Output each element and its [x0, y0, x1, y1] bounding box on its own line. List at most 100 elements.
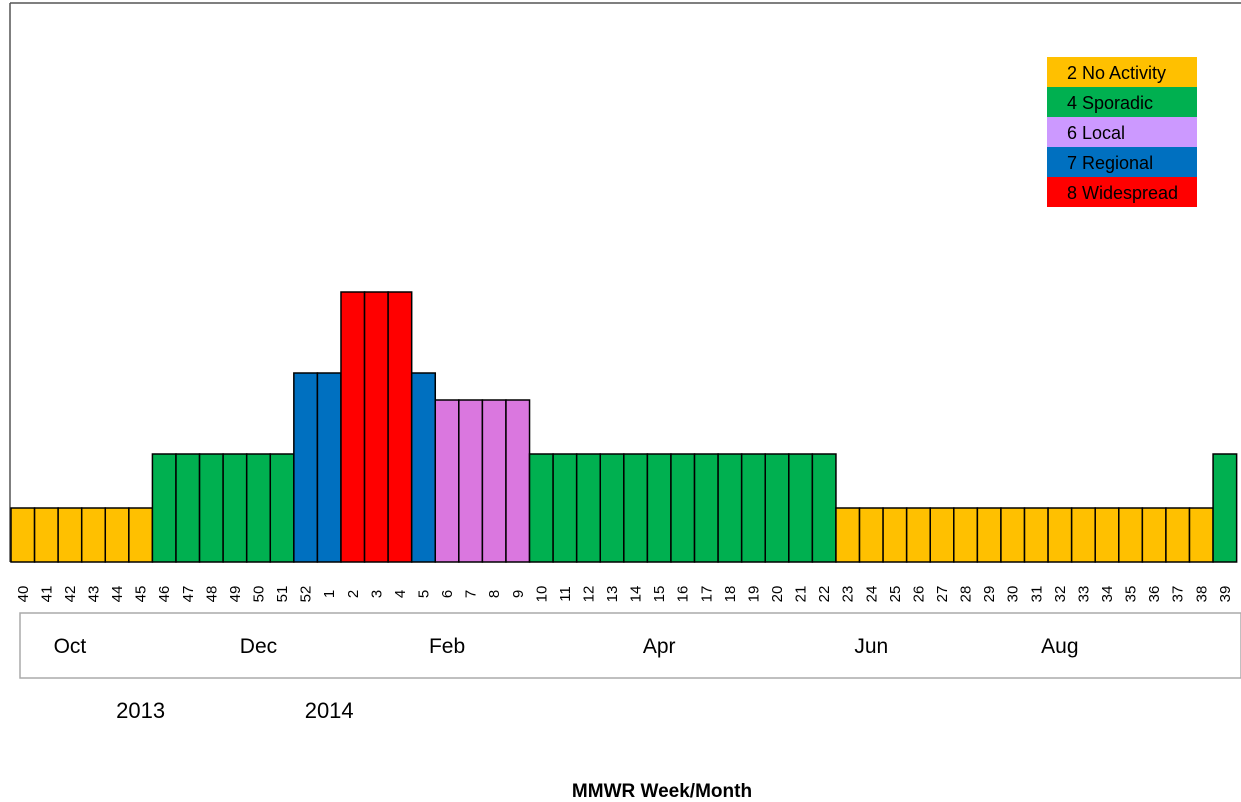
bar-week-35: [1118, 507, 1144, 563]
week-tick-label: 41: [38, 586, 55, 603]
year-label: 2014: [305, 698, 354, 723]
week-tick-label: 7: [463, 590, 480, 598]
week-tick-label: 33: [1075, 586, 1092, 603]
week-tick-label: 17: [698, 586, 715, 603]
week-tick-label: 12: [580, 586, 597, 603]
bar-week-20: [764, 453, 790, 563]
month-labels-group: Oct Dec Feb Apr Jun Aug: [54, 635, 1079, 658]
month-label: Oct: [54, 635, 87, 658]
week-tick-label: 40: [15, 586, 32, 603]
week-tick-label: 10: [533, 586, 550, 603]
bar-week-29: [976, 507, 1002, 563]
bar-week-8: [481, 399, 507, 563]
bar-week-33: [1070, 507, 1096, 563]
year-label: 2013: [116, 698, 165, 723]
bar-week-44: [104, 507, 130, 563]
bar-week-1: [316, 372, 342, 563]
bar-week-14: [623, 453, 649, 563]
bar-week-7: [458, 399, 484, 563]
bar-week-50: [245, 453, 272, 563]
week-tick-label: 19: [745, 586, 762, 603]
bar-week-25: [882, 507, 908, 563]
week-tick-label: 38: [1193, 586, 1210, 603]
bar-week-21: [788, 453, 814, 563]
legend-label: 6 Local: [1067, 123, 1125, 143]
bar-week-38: [1188, 507, 1214, 563]
week-tick-label: 31: [1028, 586, 1045, 603]
bar-week-16: [670, 453, 696, 563]
legend-swatch-level-8: [1047, 177, 1197, 207]
week-tick-label: 23: [840, 586, 857, 603]
bar-week-12: [575, 453, 601, 563]
bar-week-28: [953, 507, 979, 563]
bar-week-17: [693, 453, 719, 563]
week-tick-label: 43: [85, 586, 102, 603]
bar-week-10: [528, 453, 554, 563]
bar-week-11: [552, 453, 578, 563]
year-labels-group: 2013 2014: [116, 698, 354, 723]
week-tick-label: 46: [156, 586, 173, 603]
week-tick-label: 1: [321, 590, 338, 598]
week-tick-label: 2: [345, 590, 362, 598]
bar-week-19: [740, 453, 766, 563]
week-tick-label: 50: [250, 586, 267, 603]
legend-label: 2 No Activity: [1067, 63, 1166, 83]
week-tick-label: 3: [368, 590, 385, 598]
bar-week-3: [363, 291, 389, 563]
bar-week-26: [905, 507, 931, 563]
week-tick-label: 37: [1170, 586, 1187, 603]
bar-week-47: [175, 453, 201, 563]
legend-swatch-level-2: [1047, 57, 1197, 87]
legend-swatch-level-4: [1047, 87, 1197, 117]
week-tick-label: 20: [769, 586, 786, 603]
week-tick-label: 32: [1052, 586, 1069, 603]
week-ticks-group: 40 41 42 43 44 45 46 47 48 49 50 51 52 1 2 3 4 5 6 7 8 9 10 11 1…: [15, 586, 1234, 603]
bar-week-9: [505, 399, 531, 563]
bar-week-40: [10, 507, 36, 563]
bar-week-45: [128, 507, 154, 563]
bar-week-2: [340, 291, 366, 563]
week-tick-label: 44: [109, 586, 126, 603]
month-label: Aug: [1041, 635, 1078, 658]
week-tick-label: 34: [1099, 586, 1116, 603]
week-tick-label: 25: [887, 586, 904, 603]
week-tick-label: 49: [227, 586, 244, 603]
week-tick-label: 45: [133, 586, 150, 603]
bar-week-5: [410, 372, 437, 563]
chart-frame: [9, 2, 1241, 562]
bar-week-24: [858, 507, 884, 563]
bar-week-15: [646, 453, 672, 563]
week-tick-label: 13: [604, 586, 621, 603]
week-tick-label: 11: [557, 586, 574, 602]
bar-week-37: [1165, 507, 1191, 563]
bar-week-6: [434, 399, 460, 563]
bar-week-13: [599, 453, 625, 563]
week-tick-label: 6: [439, 590, 456, 598]
week-tick-label: 47: [180, 586, 197, 603]
week-tick-label: 28: [958, 586, 975, 603]
week-tick-label: 29: [981, 586, 998, 603]
week-tick-label: 18: [722, 586, 739, 603]
bar-week-36: [1141, 507, 1167, 563]
bar-week-48: [198, 453, 224, 563]
week-tick-label: 8: [486, 590, 503, 598]
bar-week-22: [811, 453, 837, 563]
bars-group: [10, 291, 1238, 563]
week-tick-label: 24: [863, 586, 880, 603]
bar-week-49: [222, 453, 248, 563]
month-label: Feb: [429, 635, 465, 658]
bar-week-32: [1047, 507, 1073, 563]
week-tick-label: 21: [793, 586, 810, 603]
bar-week-18: [717, 453, 743, 563]
legend: 2 No Activity 4 Sporadic 6 Local 7 Regional…: [1047, 57, 1197, 207]
week-tick-label: 51: [274, 586, 291, 603]
week-tick-label: 36: [1146, 586, 1163, 603]
legend-swatch-level-6: [1047, 117, 1197, 147]
bar-week-39: [1212, 453, 1238, 563]
week-tick-label: 26: [910, 586, 927, 603]
bar-week-51: [269, 453, 295, 563]
week-tick-label: 39: [1217, 586, 1234, 603]
week-tick-label: 42: [62, 586, 79, 603]
week-tick-label: 14: [628, 586, 645, 603]
week-tick-label: 4: [392, 590, 409, 598]
